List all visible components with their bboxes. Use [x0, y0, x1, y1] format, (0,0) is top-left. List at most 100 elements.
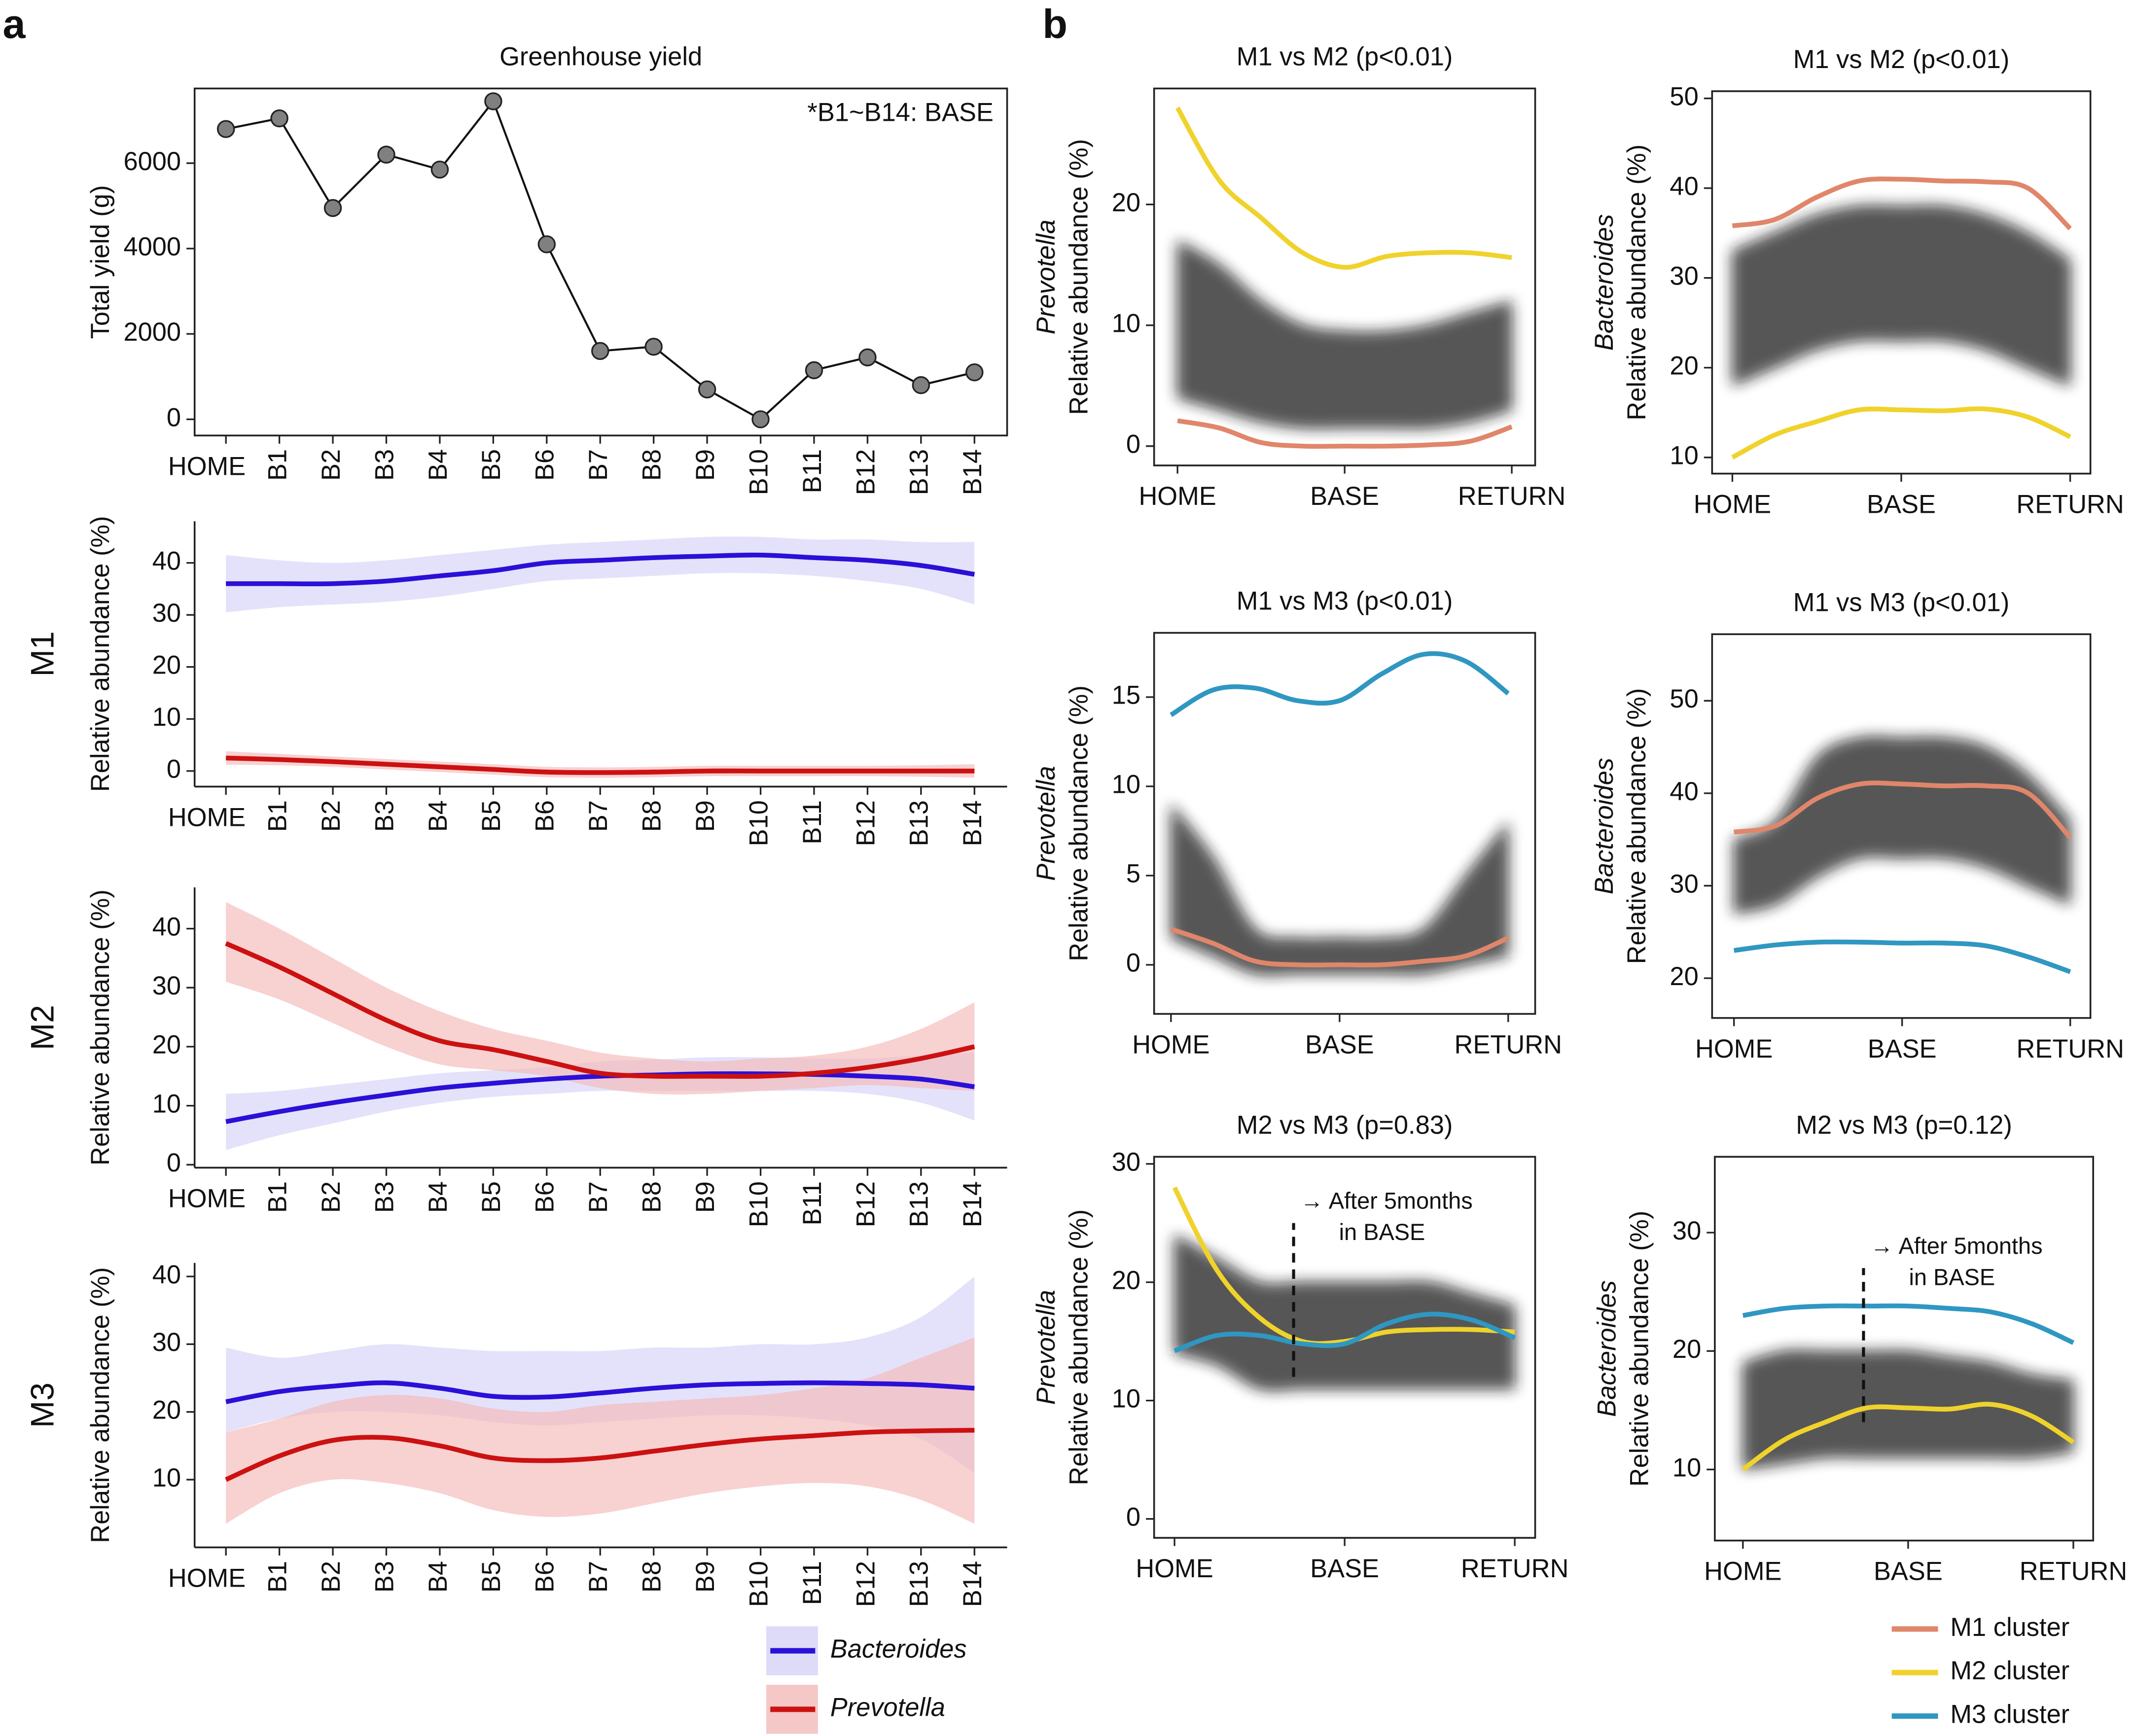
x-tick-label: B2 [317, 800, 346, 832]
trajectory-density [1177, 241, 1512, 428]
y-tick-label: 30 [1112, 1148, 1140, 1176]
y-tick-label: 10 [1672, 1453, 1701, 1482]
cluster-line [1731, 406, 2071, 460]
y-axis-label: Relative abundance (%) [1626, 1211, 1654, 1487]
confidence-band [226, 1276, 975, 1473]
x-tick-label: B6 [531, 1561, 560, 1593]
x-tick-label: B12 [852, 1561, 880, 1607]
y-tick-label: 30 [1672, 1217, 1701, 1245]
cluster-line [1732, 177, 2072, 231]
x-tick-label: B11 [798, 449, 827, 493]
x-tick-label: BASE [1867, 491, 1936, 519]
confidence-band [226, 1337, 975, 1524]
plot-frame [193, 87, 1008, 437]
chart-title: M1 vs M2 (p<0.01) [1237, 43, 1453, 71]
x-tick-label: B3 [370, 1561, 399, 1593]
x-tick-label: B10 [745, 449, 773, 495]
data-point [216, 120, 235, 138]
y-tick-label: 30 [152, 972, 181, 1000]
y-tick-label: 0 [1126, 1503, 1140, 1532]
data-point [323, 199, 342, 217]
x-tick-label: B4 [424, 800, 453, 832]
y-tick-label: 0 [167, 403, 181, 432]
data-point [805, 361, 823, 380]
x-tick-label: B5 [477, 800, 506, 832]
x-tick-label: B11 [798, 800, 827, 844]
trend-line [225, 941, 975, 1079]
annotation: *B1~B14: BASE [807, 99, 994, 127]
x-tick-label: RETURN [2016, 491, 2124, 519]
x-tick-label: B13 [905, 1561, 934, 1607]
y-tick-label: 2000 [123, 318, 181, 347]
trend-line [225, 1071, 975, 1124]
y-tick-label: 20 [152, 651, 181, 680]
x-tick-label: B2 [317, 1561, 346, 1593]
plot-frame [1714, 1156, 2094, 1542]
x-tick-label: B6 [531, 449, 560, 481]
x-tick-label: B9 [691, 449, 720, 481]
data-point [858, 348, 877, 367]
x-tick-label: BASE [1868, 1035, 1937, 1063]
x-tick-label: B4 [424, 1181, 453, 1213]
y-tick-label: 50 [1670, 82, 1698, 111]
y-axis-label: Relative abundance (%) [1065, 1209, 1093, 1486]
y-axis-genus: Prevotella [1032, 219, 1061, 334]
x-tick-label: B12 [852, 449, 880, 495]
y-axis-label: Relative abundance (%) [86, 516, 115, 792]
x-tick-label: B1 [263, 800, 292, 832]
y-tick-label: 30 [152, 1328, 181, 1357]
x-tick-label: B14 [959, 1561, 987, 1607]
y-tick-label: 30 [1670, 262, 1698, 291]
x-tick-label: BASE [1305, 1030, 1374, 1059]
y-tick-label: 10 [1112, 771, 1140, 799]
cluster-line [1175, 106, 1512, 270]
y-axis-genus: Bacteroides [1593, 1280, 1621, 1417]
x-tick-label: BASE [1310, 482, 1379, 511]
y-tick-label: 20 [152, 1031, 181, 1060]
y-tick-label: 40 [1670, 172, 1698, 201]
y-tick-label: 20 [152, 1396, 181, 1425]
y-axis-label: Relative abundance (%) [86, 1267, 115, 1543]
data-line [225, 99, 975, 421]
x-tick-label: B5 [477, 1181, 506, 1213]
x-tick-label: B2 [317, 1181, 346, 1213]
x-tick-label: B3 [370, 449, 399, 481]
annotation: in BASE [1909, 1265, 1995, 1290]
x-tick-label: B13 [905, 800, 934, 846]
legend-label: M1 cluster [1950, 1613, 2069, 1642]
y-tick-label: 0 [1126, 949, 1140, 978]
x-tick-label: B4 [424, 449, 453, 481]
chart-title: M2 vs M3 (p=0.12) [1796, 1111, 2012, 1139]
x-tick-label: B2 [317, 449, 346, 481]
y-tick-label: 40 [152, 1261, 181, 1289]
y-tick-label: 50 [1670, 685, 1698, 713]
trajectory-density [1734, 736, 2070, 914]
trend-line [226, 755, 975, 775]
x-tick-label: B6 [531, 800, 560, 832]
cluster-line [1743, 1303, 2074, 1345]
y-axis-label: Total yield (g) [86, 185, 115, 339]
x-tick-label: B7 [584, 800, 613, 832]
cluster-line [1177, 418, 1513, 449]
x-tick-label: B14 [959, 800, 987, 846]
y-tick-label: 30 [1670, 870, 1698, 898]
cluster-line [1734, 939, 2071, 974]
data-point [377, 145, 395, 164]
y-tick-label: 20 [1670, 352, 1698, 381]
y-tick-label: 10 [1670, 442, 1698, 470]
y-axis-label: Relative abundance (%) [1623, 144, 1651, 421]
trajectory-density [1732, 205, 2070, 386]
y-tick-label: 40 [1670, 778, 1698, 806]
y-axis-genus: Bacteroides [1590, 758, 1619, 894]
y-tick-label: 40 [152, 547, 181, 575]
x-tick-label: B11 [798, 1561, 827, 1605]
legend-label: Bacteroides [830, 1635, 967, 1664]
legend-label: M3 cluster [1950, 1701, 2069, 1729]
x-tick-label: B7 [584, 1561, 613, 1593]
trend-line [226, 552, 975, 587]
x-tick-label: B9 [691, 800, 720, 832]
y-axis-label: Relative abundance (%) [1623, 688, 1651, 964]
row-label: M1 [25, 631, 61, 676]
trend-line [225, 1380, 975, 1404]
